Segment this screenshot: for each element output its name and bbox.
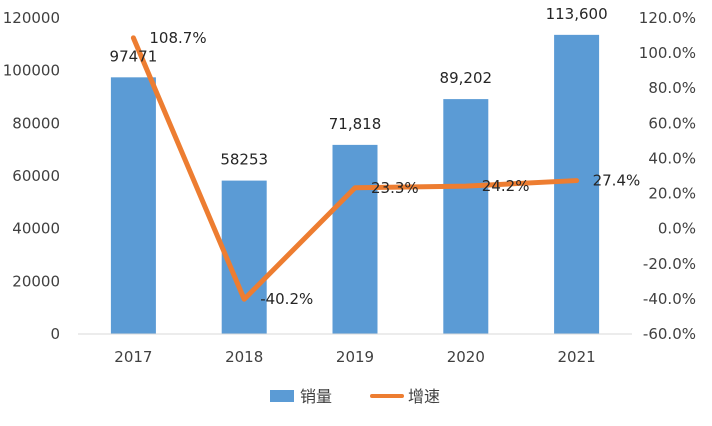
bar-data-labels: 97471 58253 71,818 89,202 113,600: [110, 5, 608, 169]
right-tick-label: 0.0%: [658, 220, 696, 238]
legend-bar-swatch: [270, 390, 294, 402]
right-tick-label: 40.0%: [648, 149, 696, 167]
left-tick-label: 100000: [3, 62, 60, 80]
line-series: [130, 35, 580, 302]
line-data-label: 24.2%: [482, 177, 530, 195]
legend: 销量 增速: [270, 387, 440, 406]
right-tick-label: 20.0%: [648, 185, 696, 203]
bar: [443, 99, 489, 334]
line-data-label: -40.2%: [260, 290, 313, 308]
x-tick-label: 2018: [225, 348, 263, 366]
right-axis-ticks: -60.0% -40.0% -20.0% 0.0% 20.0% 40.0% 60.0% 80.…: [639, 9, 696, 343]
right-tick-label: 100.0%: [639, 44, 696, 62]
line-data-label: 23.3%: [371, 179, 419, 197]
bar: [554, 34, 600, 334]
line-data-label: 27.4%: [593, 172, 641, 190]
bar-data-label: 89,202: [440, 69, 493, 87]
x-axis-ticks: 2017 2018 2019 2020 2021: [114, 348, 595, 366]
bar-data-label: 71,818: [329, 115, 382, 133]
right-tick-label: 120.0%: [639, 9, 696, 27]
bar: [332, 144, 378, 334]
right-tick-label: 60.0%: [648, 114, 696, 132]
line-data-label: 108.7%: [149, 29, 206, 47]
right-tick-label: 80.0%: [648, 79, 696, 97]
x-tick-label: 2021: [558, 348, 596, 366]
left-tick-label: 20000: [12, 272, 60, 290]
bar-series: [110, 34, 600, 335]
legend-line-label: 增速: [408, 387, 440, 406]
right-tick-label: -60.0%: [643, 325, 696, 343]
bar: [221, 180, 267, 334]
left-tick-label: 0: [50, 325, 60, 343]
left-tick-label: 40000: [12, 220, 60, 238]
growth-line: [130, 35, 580, 302]
left-axis-ticks: 0 20000 40000 60000 80000 100000 120000: [3, 9, 60, 343]
bar-data-label: 97471: [110, 47, 158, 65]
bar: [110, 77, 156, 335]
right-tick-label: -20.0%: [643, 255, 696, 273]
legend-bar-label: 销量: [300, 387, 332, 406]
bar-data-label: 58253: [220, 151, 268, 169]
line-data-labels: 108.7% -40.2% 23.3% 24.2% 27.4%: [149, 29, 640, 308]
bar-data-label: 113,600: [546, 5, 608, 23]
x-tick-label: 2020: [447, 348, 485, 366]
left-tick-label: 120000: [3, 9, 60, 27]
x-tick-label: 2019: [336, 348, 374, 366]
left-tick-label: 60000: [12, 167, 60, 185]
left-tick-label: 80000: [12, 114, 60, 132]
right-tick-label: -40.0%: [643, 290, 696, 308]
x-tick-label: 2017: [114, 348, 152, 366]
